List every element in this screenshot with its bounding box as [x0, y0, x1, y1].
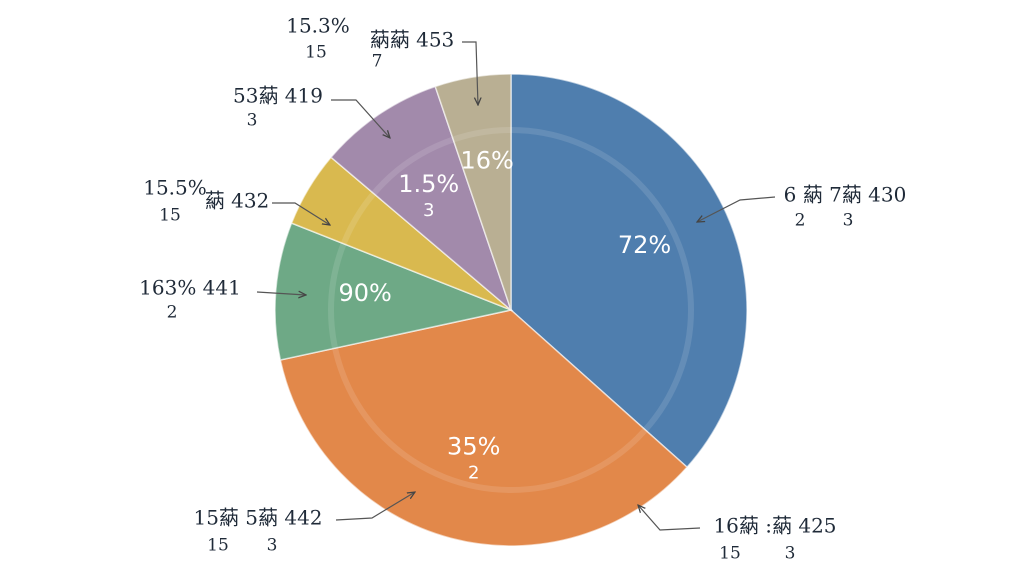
callout-line: [331, 99, 390, 138]
callout-text: 15.3%: [286, 14, 350, 38]
pie: [274, 73, 748, 547]
pie-slice: [279, 309, 689, 547]
pie-slice: [434, 73, 512, 311]
callout-text: 3: [843, 211, 854, 231]
slice-label: 1.5%: [398, 170, 459, 198]
slice-label: 90%: [338, 279, 391, 307]
callout-text: 15.5%: [143, 176, 207, 200]
slice-label: 35%: [447, 432, 500, 460]
callout-text: 15: [719, 544, 741, 564]
slice-label: 16%: [461, 147, 514, 175]
callout-text: 163% 441: [139, 276, 241, 300]
callout-text: 15蒳 5蒳 442: [193, 506, 322, 530]
callout-text: 2: [167, 303, 178, 323]
callout-line: [256, 292, 306, 295]
callout-text: 3: [267, 536, 278, 556]
callout-line: [272, 202, 330, 225]
callout-line: [335, 492, 415, 521]
pie-slice: [330, 85, 513, 313]
inner-ring: [328, 127, 694, 493]
callout-text: 蒳蒳 453: [370, 28, 455, 52]
callout-text: 2: [795, 211, 806, 231]
callout-line: [697, 196, 776, 222]
callout-text: 蒳 432: [205, 189, 270, 213]
callout-text: 6 蒳 7蒳 430: [784, 183, 907, 207]
slice-label: 72%: [618, 231, 671, 259]
callout-text: 15: [305, 43, 327, 63]
pie-slice: [274, 222, 514, 361]
slice-label: 3: [423, 200, 434, 221]
callout-line: [638, 505, 701, 531]
callout-text: 3: [785, 544, 796, 564]
pie-slice: [510, 73, 748, 469]
callout-text: 7: [372, 52, 383, 72]
callout-text: 3: [247, 111, 258, 131]
callout-text: 15: [159, 206, 181, 226]
callout-line: [462, 41, 478, 105]
callout-text: 53蒳 419: [233, 84, 323, 108]
callout-text: 15: [207, 536, 229, 556]
callout-text: 16蒳 :蒳 425: [713, 514, 836, 538]
slice-label: 2: [468, 462, 479, 483]
